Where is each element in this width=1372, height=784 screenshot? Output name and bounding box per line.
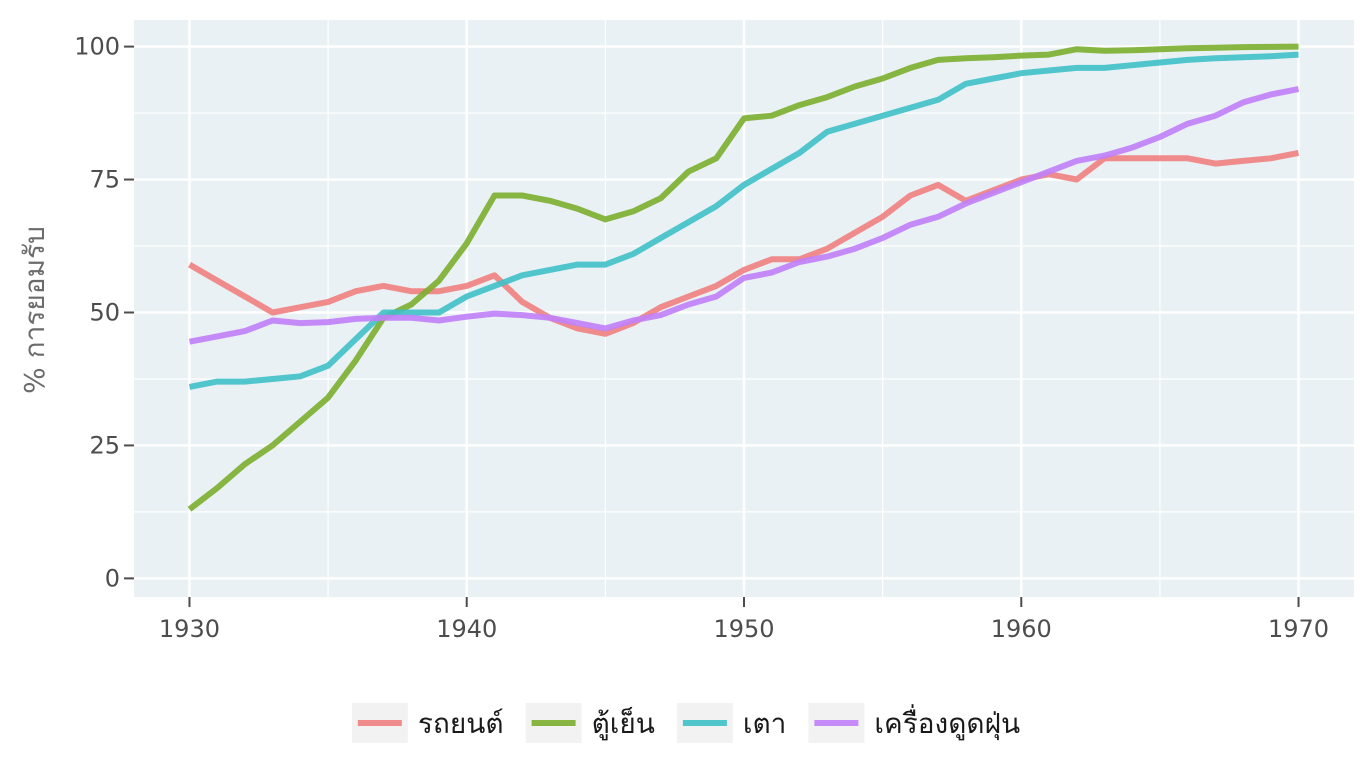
legend-label-2: ตู้เย็น [592, 706, 655, 741]
y-tick-label-100: 100 [74, 33, 120, 61]
x-axis: 1930 1940 1950 1960 1970 [159, 597, 1329, 643]
x-tick-label-1930: 1930 [159, 615, 220, 643]
legend-label-1: รถยนต์ [418, 707, 504, 740]
y-tick-label-75: 75 [89, 166, 120, 194]
y-tick-label-25: 25 [89, 431, 120, 459]
x-tick-label-1970: 1970 [1268, 615, 1329, 643]
legend-item-3: เตา [676, 703, 786, 743]
y-axis: 0 25 50 75 100 [74, 33, 134, 592]
series-line-1 [187, 149, 1300, 337]
x-tick-label-1960: 1960 [991, 615, 1052, 643]
y-tick-label-50: 50 [89, 298, 120, 326]
legend-item-4: เครื่องดูดฝุ่น [808, 703, 1020, 743]
y-axis-title: % การยอมรับ [18, 226, 51, 394]
series-line-4 [188, 86, 1300, 345]
legend-item-1: รถยนต์ [351, 703, 504, 743]
legend-item-2: ตู้เย็น [525, 703, 655, 743]
legend-label-4: เครื่องดูดฝุ่น [874, 704, 1020, 741]
legend: รถยนต์ ตู้เย็น เตา เครื่องดูดฝุ่น [351, 703, 1020, 743]
series-line-2 [187, 43, 1299, 512]
x-tick-label-1940: 1940 [436, 615, 497, 643]
x-tick-label-1950: 1950 [713, 615, 774, 643]
legend-label-3: เตา [743, 707, 786, 740]
series-lines [187, 43, 1300, 512]
y-tick-label-0: 0 [105, 564, 120, 592]
grid-major [134, 20, 1354, 597]
series-line-3 [188, 51, 1299, 390]
